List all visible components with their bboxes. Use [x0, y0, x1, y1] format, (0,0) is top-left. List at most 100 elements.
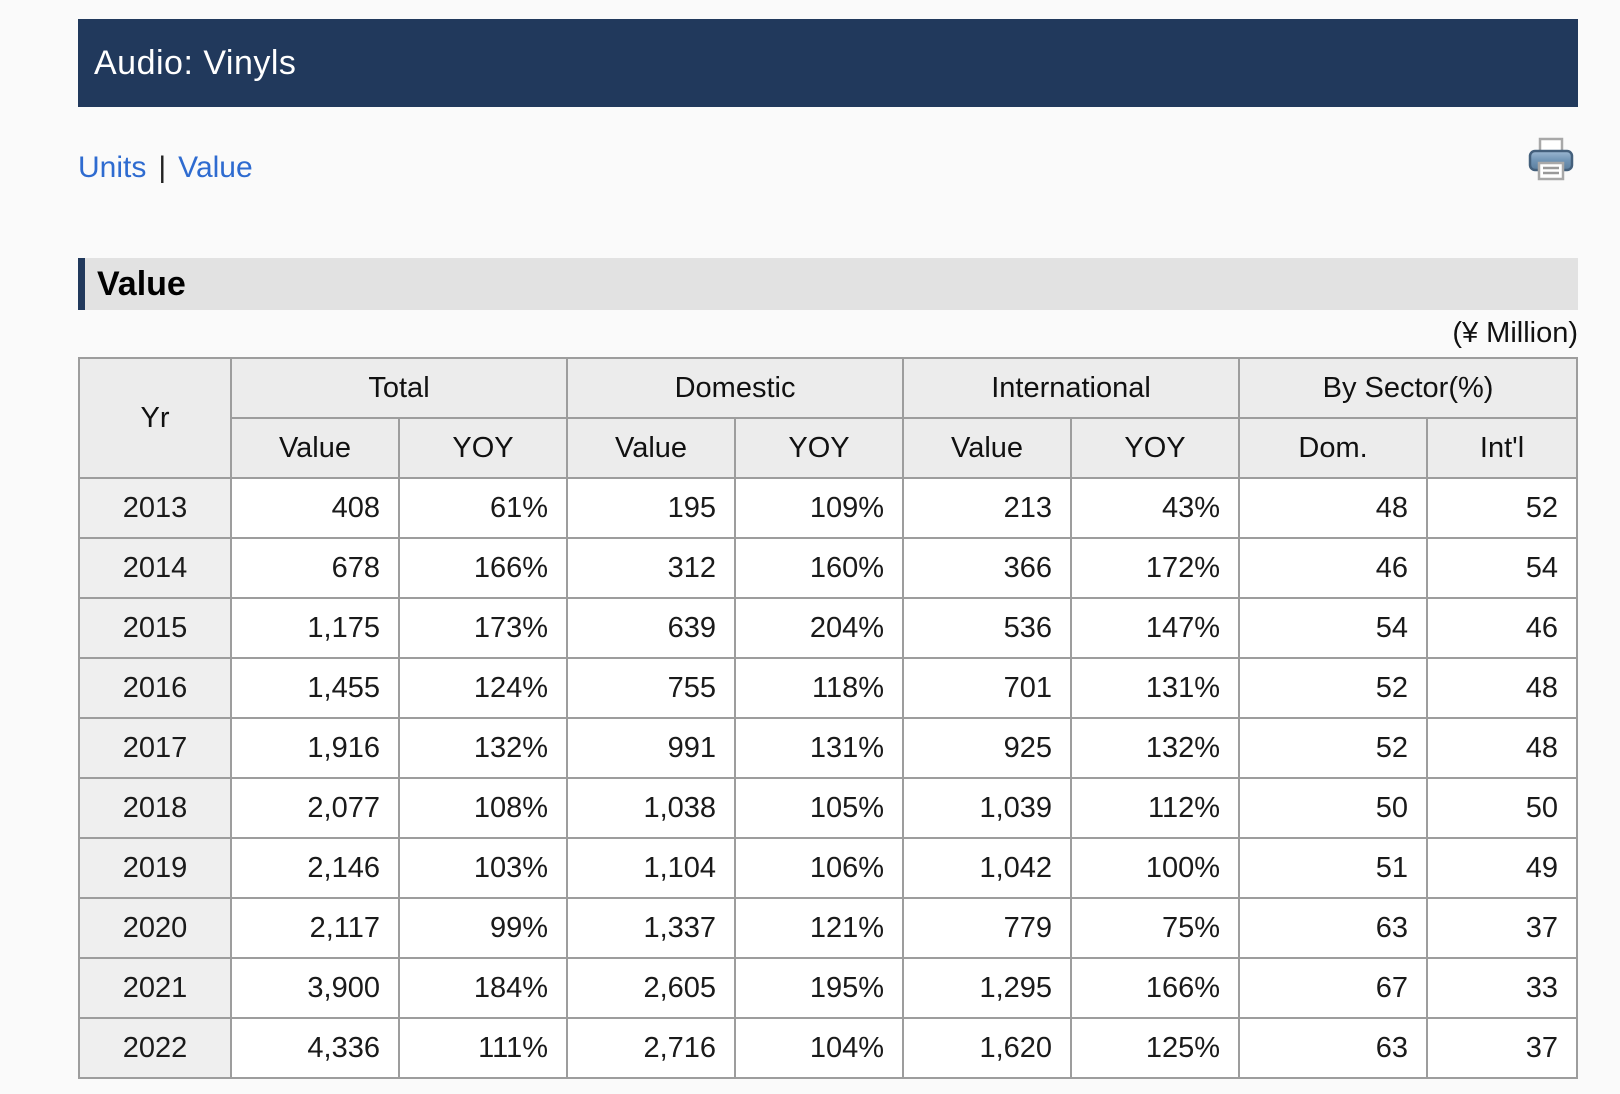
table-row: 2018 2,077 108% 1,038 105% 1,039 112% 50 50	[78, 777, 1579, 839]
value-cell: 54	[1238, 597, 1429, 659]
sub-header-domestic-value: Value	[566, 417, 737, 479]
value-cell: 1,337	[566, 897, 737, 959]
value-cell: 51	[1238, 837, 1429, 899]
value-cell: 1,175	[230, 597, 400, 659]
value-cell: 109%	[734, 477, 905, 539]
value-cell: 160%	[734, 537, 905, 599]
value-cell: 99%	[397, 897, 569, 959]
value-cell: 118%	[734, 657, 905, 719]
value-cell: 2,077	[230, 777, 400, 839]
value-cell: 67	[1238, 957, 1429, 1019]
value-cell: 1,039	[902, 777, 1073, 839]
value-cell: 37	[1426, 1017, 1579, 1079]
value-cell: 3,900	[230, 957, 400, 1019]
sub-header-sector-intl: Int'l	[1426, 417, 1579, 479]
value-cell: 195	[566, 477, 737, 539]
value-cell: 701	[902, 657, 1073, 719]
page-title-bar: Audio: Vinyls	[78, 19, 1578, 107]
year-cell: 2017	[78, 717, 232, 779]
value-cell: 1,620	[902, 1017, 1073, 1079]
value-cell: 52	[1238, 657, 1429, 719]
page-content: Audio: Vinyls Units | Value	[78, 19, 1579, 1079]
value-cell: 639	[566, 597, 737, 659]
year-cell: 2022	[78, 1017, 232, 1079]
value-cell: 54	[1426, 537, 1579, 599]
value-cell: 63	[1238, 897, 1429, 959]
value-cell: 184%	[397, 957, 569, 1019]
yr-header: Yr	[78, 357, 232, 479]
unit-note: (¥ Million)	[1452, 317, 1578, 349]
value-cell: 204%	[734, 597, 905, 659]
value-cell: 105%	[734, 777, 905, 839]
value-cell: 755	[566, 657, 737, 719]
col-group-international: International	[902, 357, 1241, 419]
value-cell: 100%	[1070, 837, 1241, 899]
value-cell: 2,117	[230, 897, 400, 959]
sub-header-sector-dom: Dom.	[1238, 417, 1429, 479]
value-cell: 1,455	[230, 657, 400, 719]
value-cell: 1,104	[566, 837, 737, 899]
value-cell: 1,295	[902, 957, 1073, 1019]
value-cell: 125%	[1070, 1017, 1241, 1079]
value-cell: 63	[1238, 1017, 1429, 1079]
table-body: 2013 408 61% 195 109% 213 43% 48 52 2014 678 166% 31…	[78, 477, 1579, 1079]
value-cell: 779	[902, 897, 1073, 959]
sub-header-total-yoy: YOY	[397, 417, 569, 479]
value-cell: 106%	[734, 837, 905, 899]
value-cell: 678	[230, 537, 400, 599]
value-cell: 112%	[1070, 777, 1241, 839]
col-group-domestic: Domestic	[566, 357, 905, 419]
value-cell: 925	[902, 717, 1073, 779]
value-cell: 121%	[734, 897, 905, 959]
table-row: 2013 408 61% 195 109% 213 43% 48 52	[78, 477, 1579, 539]
value-cell: 166%	[397, 537, 569, 599]
year-cell: 2015	[78, 597, 232, 659]
table-row: 2016 1,455 124% 755 118% 701 131% 52 48	[78, 657, 1579, 719]
value-cell: 75%	[1070, 897, 1241, 959]
year-cell: 2014	[78, 537, 232, 599]
value-cell: 536	[902, 597, 1073, 659]
value-cell: 33	[1426, 957, 1579, 1019]
value-cell: 131%	[734, 717, 905, 779]
table-row: 2021 3,900 184% 2,605 195% 1,295 166% 67 33	[78, 957, 1579, 1019]
view-switch-nav: Units | Value	[78, 137, 1578, 188]
value-cell: 48	[1426, 657, 1579, 719]
value-cell: 312	[566, 537, 737, 599]
value-cell: 1,042	[902, 837, 1073, 899]
value-cell: 43%	[1070, 477, 1241, 539]
print-button[interactable]	[1526, 136, 1576, 186]
value-cell: 131%	[1070, 657, 1241, 719]
units-link[interactable]: Units	[78, 151, 147, 184]
sub-header-international-yoy: YOY	[1070, 417, 1241, 479]
value-cell: 408	[230, 477, 400, 539]
table-row: 2015 1,175 173% 639 204% 536 147% 54 46	[78, 597, 1579, 659]
value-cell: 173%	[397, 597, 569, 659]
table-row: 2019 2,146 103% 1,104 106% 1,042 100% 51 49	[78, 837, 1579, 899]
value-cell: 172%	[1070, 537, 1241, 599]
col-group-by-sector: By Sector(%)	[1238, 357, 1579, 419]
sub-header-total-value: Value	[230, 417, 400, 479]
year-cell: 2021	[78, 957, 232, 1019]
table-row: 2020 2,117 99% 1,337 121% 779 75% 63 37	[78, 897, 1579, 959]
year-cell: 2018	[78, 777, 232, 839]
value-cell: 2,605	[566, 957, 737, 1019]
value-cell: 46	[1426, 597, 1579, 659]
value-cell: 61%	[397, 477, 569, 539]
value-link[interactable]: Value	[178, 151, 253, 184]
value-cell: 1,916	[230, 717, 400, 779]
table-sub-header-row: Value YOY Value YOY Value YOY Dom. Int'l	[79, 417, 1579, 479]
year-cell: 2020	[78, 897, 232, 959]
sub-header-international-value: Value	[902, 417, 1073, 479]
sub-header-domestic-yoy: YOY	[734, 417, 905, 479]
value-cell: 991	[566, 717, 737, 779]
value-cell: 132%	[1070, 717, 1241, 779]
year-cell: 2013	[78, 477, 232, 539]
value-cell: 48	[1238, 477, 1429, 539]
value-cell: 103%	[397, 837, 569, 899]
value-cell: 104%	[734, 1017, 905, 1079]
link-separator: |	[158, 151, 167, 184]
value-cell: 213	[902, 477, 1073, 539]
section-header: Value	[78, 258, 1578, 310]
value-cell: 166%	[1070, 957, 1241, 1019]
value-cell: 46	[1238, 537, 1429, 599]
